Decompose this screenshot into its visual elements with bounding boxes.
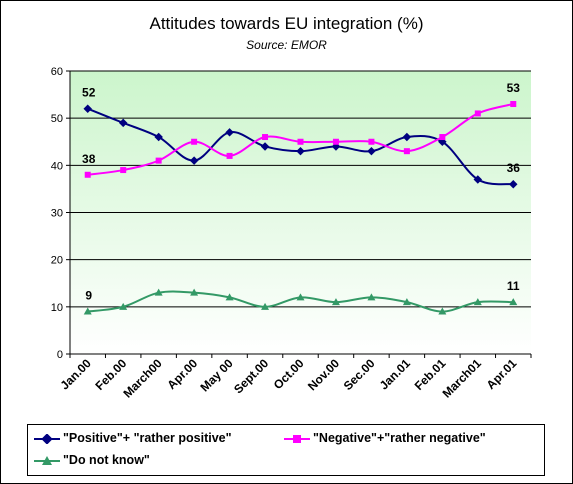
data-label-first-dont-know: 9 [85, 289, 92, 303]
point-dont-know [402, 298, 411, 306]
point-dont-know [119, 302, 128, 310]
y-tick-label: 30 [51, 208, 63, 220]
point-negative [84, 171, 91, 178]
x-tick-label: March01 [440, 356, 485, 401]
point-negative [403, 148, 410, 155]
point-positive [154, 132, 163, 142]
point-positive [260, 142, 270, 151]
legend-swatch-positive [34, 433, 60, 445]
point-dont-know [331, 298, 340, 306]
point-dont-know [438, 307, 447, 315]
x-tick-label: Jan.01 [377, 356, 414, 393]
y-tick-label: 20 [51, 255, 63, 267]
point-negative [510, 101, 517, 108]
legend-item-positive: "Positive"+ "rather positive" [34, 431, 232, 445]
data-label-first-positive: 52 [82, 86, 96, 100]
point-positive [118, 118, 128, 128]
legend-label-dont-know: "Do not know" [63, 453, 150, 467]
point-negative [297, 138, 304, 145]
point-negative [474, 110, 481, 117]
point-dont-know [509, 298, 518, 306]
chart-title: Attitudes towards EU integration (%) [149, 14, 424, 33]
chart-subtitle: Source: EMOR [246, 38, 327, 52]
point-dont-know [154, 288, 163, 296]
legend-label-negative: "Negative"+"rather negative" [313, 431, 486, 445]
x-tick-label: Sec.00 [341, 356, 378, 393]
data-label-last-positive: 36 [507, 161, 521, 175]
y-tick-label: 10 [51, 302, 63, 314]
point-dont-know [261, 302, 270, 310]
point-positive [189, 156, 199, 165]
y-tick-label: 60 [51, 66, 63, 78]
point-dont-know [225, 293, 234, 301]
legend: "Positive"+ "rather positive" "Negative"… [27, 424, 545, 476]
legend-label-positive: "Positive"+ "rather positive" [63, 431, 232, 445]
y-tick-label: 50 [51, 113, 63, 125]
x-tick-label: March00 [120, 356, 165, 401]
x-tick-label: Sept.00 [231, 356, 271, 396]
x-tick-label: May 00 [197, 356, 235, 394]
y-tick-label: 40 [51, 160, 63, 172]
x-tick-label: Apr.01 [484, 356, 520, 392]
point-negative [191, 138, 198, 145]
point-negative [226, 152, 233, 159]
point-positive [473, 175, 483, 184]
point-negative [120, 167, 127, 174]
point-dont-know [367, 293, 376, 301]
point-positive [83, 104, 92, 113]
x-tick-label: Nov.00 [305, 356, 342, 393]
legend-item-dont-know: "Do not know" [34, 453, 150, 467]
legend-item-negative: "Negative"+"rather negative" [284, 431, 486, 445]
data-label-first-negative: 38 [82, 152, 96, 166]
point-dont-know [473, 298, 482, 306]
x-tick-label: Oct.00 [271, 356, 307, 392]
x-tick-label: Jan.00 [58, 356, 95, 393]
point-negative [368, 138, 375, 145]
point-dont-know [190, 288, 199, 296]
data-label-last-negative: 53 [507, 81, 521, 95]
point-negative [439, 134, 446, 141]
point-negative [155, 157, 162, 164]
point-positive [225, 128, 234, 137]
point-positive [402, 132, 412, 142]
point-dont-know [83, 307, 92, 315]
point-positive [367, 146, 376, 156]
point-negative [332, 138, 339, 145]
point-negative [262, 134, 269, 141]
legend-swatch-negative [284, 434, 310, 443]
point-dont-know [296, 293, 305, 301]
legend-swatch-dont-know [34, 455, 60, 465]
point-positive [296, 146, 305, 156]
y-tick-label: 0 [57, 349, 63, 361]
data-label-last-dont-know: 11 [507, 279, 520, 293]
x-tick-label: Apr.00 [164, 356, 200, 392]
